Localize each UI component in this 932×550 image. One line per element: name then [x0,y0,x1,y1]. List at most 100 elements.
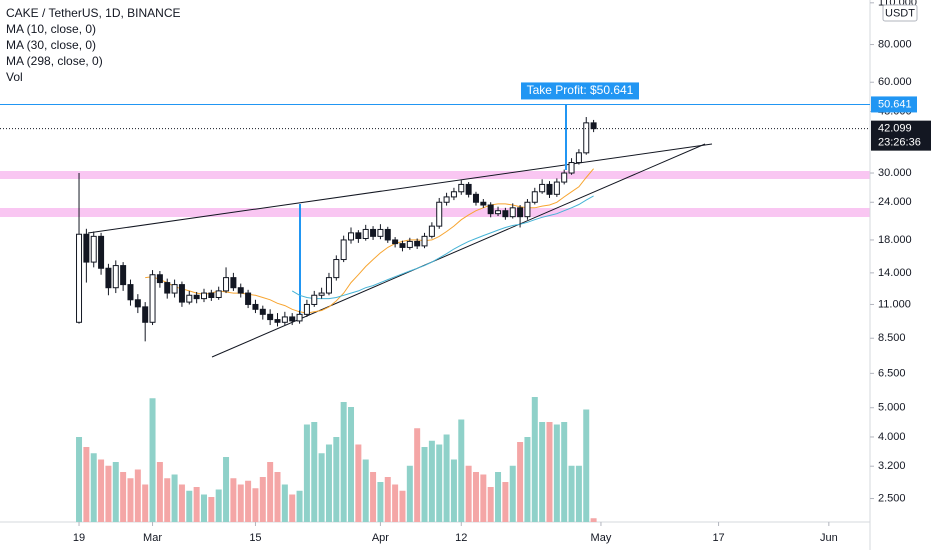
candle-body [156,274,163,284]
volume-bar [267,462,274,522]
candle-body [392,239,399,245]
y-tick-label: 2.500 [878,492,906,504]
candle-body [193,294,200,300]
volume-bar [502,482,509,522]
candles [76,117,597,342]
volume-bar [487,487,494,522]
candle-body [200,292,207,300]
volume-bar [230,478,237,522]
volume-bar [76,437,83,522]
volume-bar [193,487,200,522]
take-profit-label-box [521,82,639,100]
candle-body [355,232,362,239]
volume-bar [524,437,531,522]
candle-body [267,313,274,321]
y-tick-label: 80.000 [878,38,912,50]
take-profit-price: 50.641 [878,98,912,110]
candle-body [98,235,105,269]
volume-bar [178,484,185,522]
volume-bar [348,407,355,522]
candle-body [561,172,568,183]
candle-body [502,210,509,218]
y-tick-label: 4.000 [878,431,906,443]
volume-bar [237,484,244,522]
zone [0,208,870,217]
candle-body [90,235,97,263]
y-tick-label: 11.000 [878,298,911,310]
candle-body [311,294,318,305]
volume-bar [120,472,127,522]
y-tick-label: 8.500 [878,332,906,344]
volume-bar [171,474,178,522]
unit-box [882,4,918,22]
candle-body [274,319,281,323]
volume-bar [215,489,222,522]
candle-body [134,299,141,308]
legend-entry: MA (30, close, 0) [6,38,96,52]
last-price: 42.099 [878,123,912,135]
volume-bar [134,469,141,522]
volume-bar [340,402,347,522]
candle-body [83,233,90,263]
legend-entry: MA (10, close, 0) [6,22,96,36]
take-profit-label: Take Profit: $50.641 [527,83,634,97]
candle-body [436,201,443,227]
candle-body [76,233,83,323]
candle-body [399,243,406,248]
candle-body [223,277,230,292]
candle-body [414,240,421,247]
candle-body [245,292,252,305]
candle-body [208,292,215,298]
candle-body [333,259,340,279]
ma-line [291,195,594,300]
y-tick-label: 5.000 [878,402,906,414]
volume-bar [252,488,259,522]
volume-bar [127,478,134,522]
volume-bar [90,453,97,522]
volume-bar [362,459,369,522]
x-tick-label: 19 [73,532,85,544]
volume-bar [200,494,207,522]
volume-bar [392,484,399,522]
volume-bar [590,518,597,522]
volume-bar [384,477,391,522]
volume-bar [517,442,524,522]
candle-body [487,204,494,215]
y-tick-label: 14.000 [878,267,912,279]
volume-bar [98,459,105,522]
volume-bar [245,480,252,522]
volume-bar [281,484,288,522]
volume-bar [83,447,90,522]
candle-body [259,308,266,315]
volume-bar [156,462,163,522]
volume-bar [149,398,156,522]
candle-body [296,313,303,322]
candle-body [171,284,178,294]
volume-bar [421,447,428,522]
y-tick-label: 60.000 [878,76,912,88]
candle-body [237,287,244,294]
volume-bar [443,434,450,522]
volume-bar [436,444,443,522]
volume-bar [325,444,332,522]
candle-body [546,183,553,195]
x-tick-label: May [591,532,612,544]
take-profit-price-box [871,96,917,113]
legend-entry: Vol [6,70,23,84]
candle-body [164,282,171,294]
volume-bar [575,465,582,522]
y-tick-label: 18.000 [878,234,912,246]
candle-body [531,191,538,203]
volume-bar [370,472,377,522]
x-tick-label: 17 [712,532,724,544]
candle-body [480,201,487,206]
candle-body [495,210,502,215]
candle-body [583,122,590,154]
candle-body [384,228,391,241]
candle-body [281,316,288,323]
candle-body [318,292,325,296]
candle-body [178,284,185,303]
x-tick-label: Jun [820,532,838,544]
last-price-box [871,120,931,151]
